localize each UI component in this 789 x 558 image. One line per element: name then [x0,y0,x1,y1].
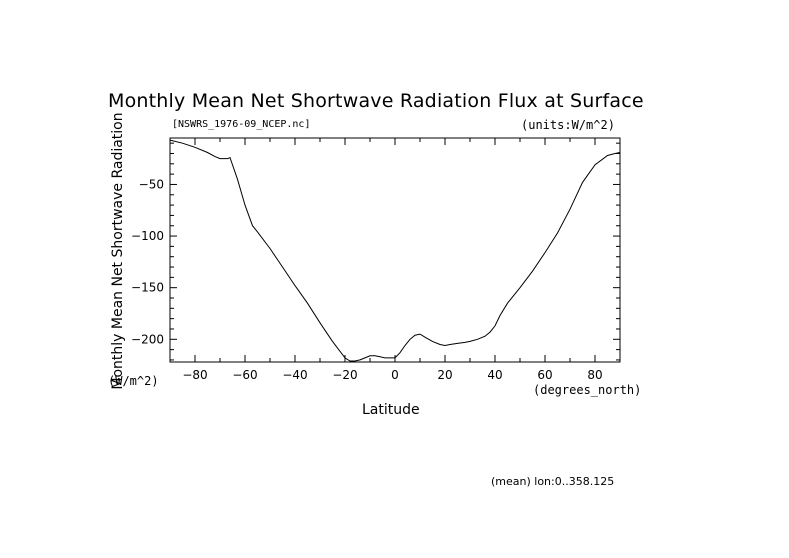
x-tick-label: 60 [537,368,552,382]
y-tick-label: −100 [131,229,164,243]
plot-frame [169,137,621,363]
y-tick-label: −200 [131,332,164,346]
axis-ticks [169,138,621,362]
footer-note: (mean) lon:0..358.125 [491,475,615,488]
file-label: [NSWRS_1976-09_NCEP.nc] [172,119,311,130]
chart-title: Monthly Mean Net Shortwave Radiation Flu… [108,90,644,112]
series-line [169,139,621,362]
x-tick-label: −20 [332,368,357,382]
y-tick-label: −50 [139,177,164,191]
x-axis-label: Latitude [362,402,420,418]
y-axis-units: (W/m^2) [108,374,159,388]
units-label: (units:W/m^2) [521,118,615,132]
x-tick-label: −60 [232,368,257,382]
x-axis-units: (degrees_north) [533,383,642,397]
x-tick-label: 80 [587,368,602,382]
x-tick-label: 20 [437,368,452,382]
y-tick-label: −150 [131,281,164,295]
x-tick-label: −80 [182,368,207,382]
x-tick-label: 0 [391,368,399,382]
x-tick-label: 40 [487,368,502,382]
tick-labels: −80 −60 −40 −20 0 20 40 60 80−50−100−150−200 [131,177,603,382]
x-tick-label: −40 [282,368,307,382]
